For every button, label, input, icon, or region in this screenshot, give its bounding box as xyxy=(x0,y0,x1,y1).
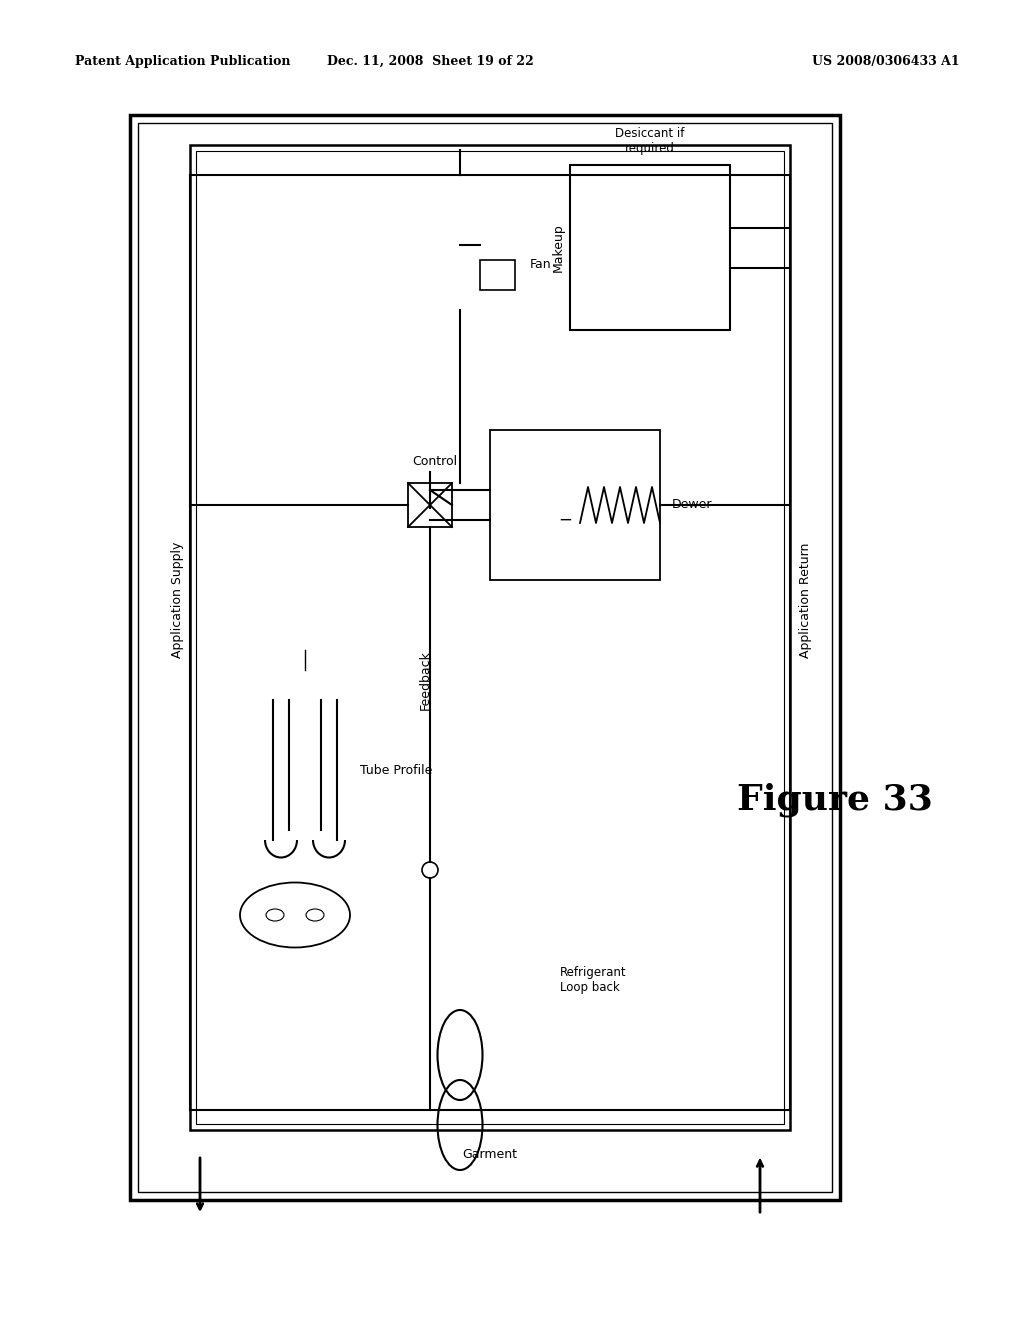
Bar xyxy=(408,483,452,527)
Text: Garment: Garment xyxy=(463,1148,517,1162)
Text: Desiccant if
required: Desiccant if required xyxy=(615,127,685,154)
Text: Application Return: Application Return xyxy=(799,543,811,657)
Text: Makeup: Makeup xyxy=(552,223,564,272)
Text: Fan: Fan xyxy=(530,259,552,272)
Text: Application Supply: Application Supply xyxy=(171,541,184,659)
Bar xyxy=(130,115,840,1200)
Bar xyxy=(490,430,660,579)
Bar xyxy=(480,260,515,290)
Bar xyxy=(570,165,730,330)
Text: Patent Application Publication: Patent Application Publication xyxy=(75,55,291,69)
Text: Figure 33: Figure 33 xyxy=(737,783,933,817)
Text: Dewer: Dewer xyxy=(672,499,713,511)
Text: Control: Control xyxy=(413,455,458,469)
Text: Tube Profile: Tube Profile xyxy=(360,763,432,776)
Bar xyxy=(190,145,790,1130)
Bar xyxy=(196,150,784,1125)
Text: US 2008/0306433 A1: US 2008/0306433 A1 xyxy=(812,55,961,69)
Text: −: − xyxy=(558,511,572,529)
Text: Feedback: Feedback xyxy=(419,649,431,710)
Bar xyxy=(138,123,831,1192)
Text: Refrigerant
Loop back: Refrigerant Loop back xyxy=(560,966,627,994)
Text: Dec. 11, 2008  Sheet 19 of 22: Dec. 11, 2008 Sheet 19 of 22 xyxy=(327,55,534,69)
